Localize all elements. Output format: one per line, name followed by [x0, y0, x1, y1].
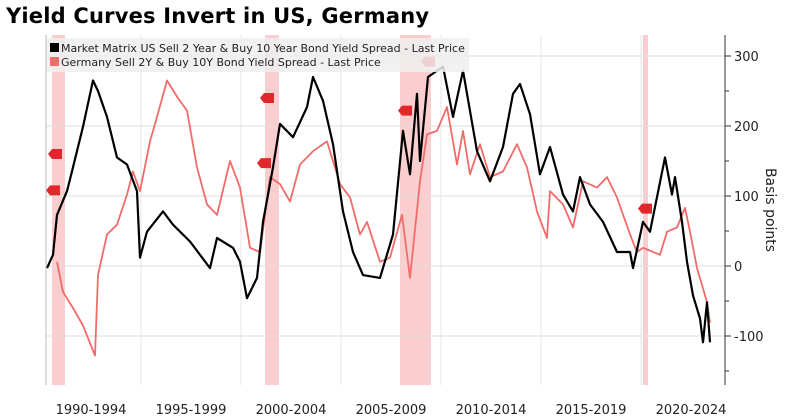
legend-swatch-germany [50, 57, 59, 66]
y-tick-label: 300 [734, 50, 759, 65]
recession-marker [398, 105, 412, 116]
chart-title: Yield Curves Invert in US, Germany [6, 4, 430, 28]
legend-label-germany: Germany Sell 2Y & Buy 10Y Bond Yield Spr… [61, 56, 381, 69]
y-tick-label: 0 [734, 260, 742, 275]
legend-swatch-us [50, 43, 59, 52]
recession-marker [48, 149, 62, 159]
y-tick-label: 200 [734, 120, 759, 135]
recession-band [265, 35, 279, 385]
x-tick-label: 1990-1994 [56, 403, 127, 418]
recession-marker [46, 185, 60, 196]
axes: 300 200 100 0 -100 1990-1994 1995-1999 2000-200… [45, 35, 764, 418]
us-series-line [45, 65, 712, 344]
x-tick-label: 2015-2019 [556, 403, 627, 418]
x-tick-label: 2000-2004 [256, 403, 327, 418]
recession-marker [638, 203, 652, 214]
legend-background [47, 38, 469, 72]
x-tick-label: 2010-2014 [456, 403, 527, 418]
recession-marker [257, 158, 271, 169]
series-lines [45, 65, 712, 357]
x-tick-label: 2020-2024 [656, 403, 727, 418]
x-tick-label: 2005-2009 [356, 403, 427, 418]
germany-series-line [56, 79, 711, 357]
y-tick-label: 100 [734, 190, 759, 205]
y-tick-label: -100 [734, 330, 764, 345]
y-axis-label: Basis points [762, 168, 778, 252]
x-tick-label: 1995-1999 [156, 403, 227, 418]
legend: Market Matrix US Sell 2 Year & Buy 10 Ye… [47, 38, 469, 72]
legend-label-us: Market Matrix US Sell 2 Year & Buy 10 Ye… [61, 42, 465, 55]
recession-marker [260, 93, 274, 103]
gridlines [46, 35, 725, 385]
